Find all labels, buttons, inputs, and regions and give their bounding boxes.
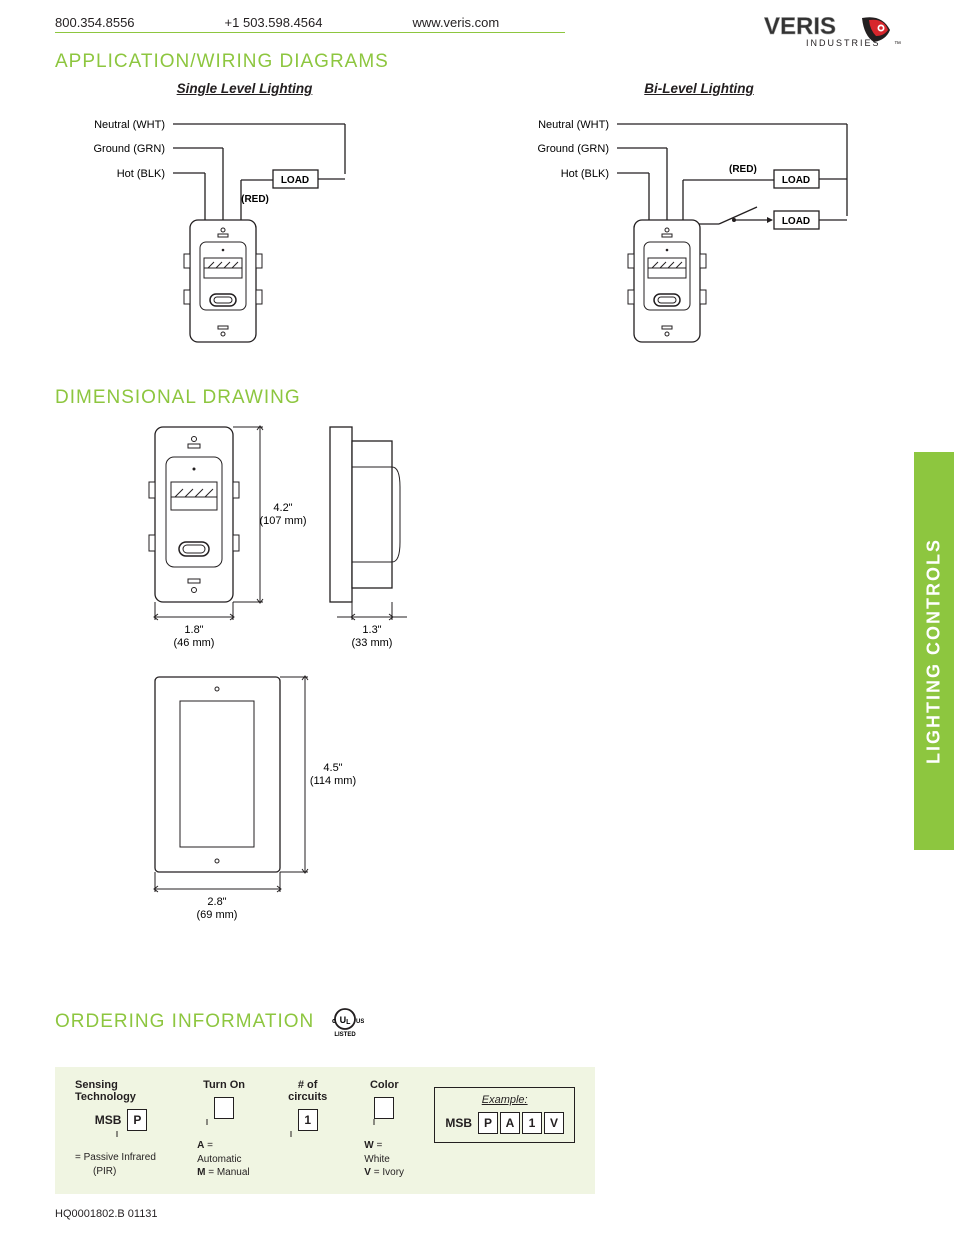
logo-text: VERIS (764, 13, 836, 40)
svg-text:4.5": 4.5" (323, 762, 342, 774)
svg-text:(69 mm): (69 mm) (197, 909, 238, 921)
svg-text:Neutral (WHT): Neutral (WHT) (538, 119, 609, 131)
svg-text:1.8": 1.8" (184, 624, 203, 636)
svg-text:Ground (GRN): Ground (GRN) (93, 143, 165, 155)
side-tab-lighting-controls: LIGHTING CONTROLS (914, 452, 954, 850)
dimensional-front-side: 4.2" (107 mm) 1.8" (46 mm) 1.3" (33 mm) (135, 417, 455, 667)
svg-text:(46 mm): (46 mm) (174, 637, 215, 649)
ord-col-circuits: # of circuits (281, 1079, 334, 1103)
bi-level-diagram: Neutral (WHT) Ground (GRN) Hot (BLK) (RE… (499, 102, 899, 357)
svg-text:Hot (BLK): Hot (BLK) (561, 168, 609, 180)
ord-sensing-cell: P (127, 1109, 147, 1131)
svg-text:US: US (356, 1019, 364, 1025)
ul-listed-icon: c UL US LISTED (326, 1007, 364, 1037)
phone-tollfree: 800.354.8556 (55, 15, 135, 30)
ord-color-cell (374, 1097, 394, 1119)
svg-text:LOAD: LOAD (782, 216, 810, 227)
svg-text:1.3": 1.3" (362, 624, 381, 636)
svg-text:LISTED: LISTED (335, 1032, 357, 1037)
ordering-example: Example: MSB P A 1 V (434, 1087, 575, 1143)
svg-text:UL: UL (340, 1015, 352, 1026)
ord-col-turnon: Turn On (197, 1079, 251, 1091)
logo-sub: INDUSTRIES (806, 38, 881, 48)
ordering-heading: ORDERING INFORMATION (55, 1011, 314, 1033)
single-level-title: Single Level Lighting (55, 81, 434, 96)
svg-text:LOAD: LOAD (782, 175, 810, 186)
svg-text:(RED): (RED) (729, 164, 757, 175)
svg-text:c: c (332, 1018, 336, 1025)
svg-text:(107 mm): (107 mm) (259, 515, 306, 527)
single-level-diagram: Neutral (WHT) Ground (GRN) Hot (BLK) LOA… (55, 102, 415, 357)
svg-text:(114 mm): (114 mm) (310, 775, 356, 787)
svg-text:2.8": 2.8" (207, 896, 226, 908)
ordering-box: Sensing Technology MSB P = Passive Infra… (55, 1067, 595, 1194)
footer-code: HQ0001802.B 01131 (55, 1208, 899, 1220)
svg-text:Ground (GRN): Ground (GRN) (537, 143, 609, 155)
website: www.veris.com (413, 15, 500, 30)
svg-text:(RED): (RED) (241, 194, 269, 205)
ord-circuits-cell: 1 (298, 1109, 318, 1131)
ord-col-sensing: Sensing Technology (75, 1079, 167, 1103)
svg-text:(33 mm): (33 mm) (352, 637, 393, 649)
phone-intl: +1 503.598.4564 (225, 15, 323, 30)
ord-turnon-cell (214, 1097, 234, 1119)
svg-text:™: ™ (894, 41, 901, 48)
svg-text:Neutral (WHT): Neutral (WHT) (94, 119, 165, 131)
svg-text:Hot (BLK): Hot (BLK) (117, 168, 165, 180)
brand-logo: VERIS INDUSTRIES ™ (764, 12, 904, 56)
ord-col-color: Color (364, 1079, 404, 1091)
svg-text:LOAD: LOAD (281, 175, 309, 186)
bi-level-title: Bi-Level Lighting (499, 81, 899, 96)
svg-text:4.2": 4.2" (273, 502, 292, 514)
dimensional-faceplate: 4.5" (114 mm) 2.8" (69 mm) (135, 667, 455, 927)
dimensional-heading: DIMENSIONAL DRAWING (55, 387, 899, 409)
